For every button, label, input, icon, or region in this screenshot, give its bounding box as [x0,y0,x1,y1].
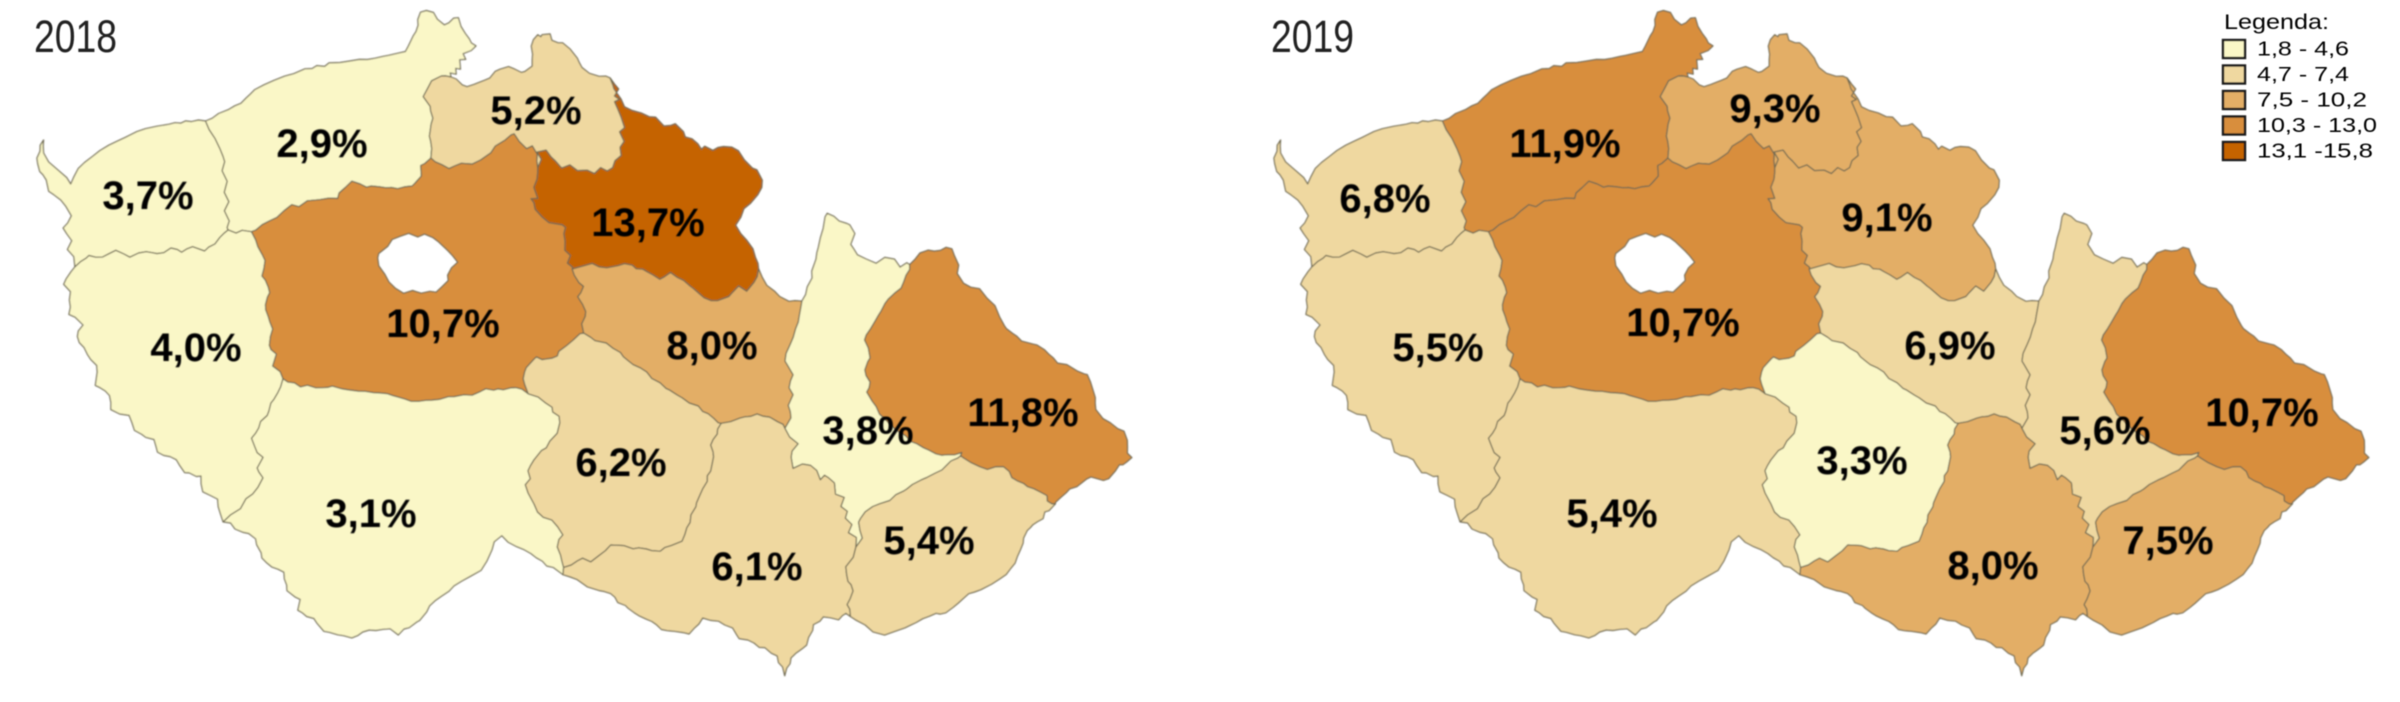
svg-text:5,2%: 5,2% [490,89,581,133]
svg-text:4,7 - 7,4: 4,7 - 7,4 [2257,64,2349,86]
svg-text:7,5%: 7,5% [2122,519,2213,563]
svg-text:1,8 - 4,6: 1,8 - 4,6 [2257,39,2349,61]
svg-text:6,9%: 6,9% [1904,324,1995,368]
svg-text:3,1%: 3,1% [325,492,416,536]
svg-text:5,4%: 5,4% [883,519,974,563]
svg-text:10,7%: 10,7% [2205,391,2318,435]
svg-text:11,8%: 11,8% [967,391,1078,435]
svg-text:13,1 -15,8: 13,1 -15,8 [2257,141,2373,163]
svg-text:2,9%: 2,9% [276,122,367,166]
svg-text:8,0%: 8,0% [666,324,757,368]
svg-text:3,3%: 3,3% [1816,439,1907,483]
svg-text:3,7%: 3,7% [102,174,193,218]
svg-text:Legenda:: Legenda: [2224,11,2329,34]
svg-text:6,8%: 6,8% [1339,177,1430,221]
svg-text:5,5%: 5,5% [1392,326,1483,370]
svg-text:5,6%: 5,6% [2059,409,2150,453]
svg-text:10,3 - 13,0: 10,3 - 13,0 [2257,115,2377,137]
svg-text:5,4%: 5,4% [1566,492,1657,536]
svg-text:7,5 - 10,2: 7,5 - 10,2 [2257,90,2367,112]
svg-text:6,1%: 6,1% [711,545,802,589]
svg-text:9,1%: 9,1% [1841,196,1932,240]
svg-text:13,7%: 13,7% [591,201,704,245]
svg-text:6,2%: 6,2% [575,441,666,485]
svg-text:3,8%: 3,8% [822,409,913,453]
svg-text:2019: 2019 [1271,11,1354,62]
svg-text:11,9%: 11,9% [1509,122,1620,166]
svg-text:9,3%: 9,3% [1729,87,1820,131]
svg-text:10,7%: 10,7% [1626,301,1739,345]
svg-text:4,0%: 4,0% [150,326,241,370]
svg-text:8,0%: 8,0% [1947,544,2038,588]
svg-text:10,7%: 10,7% [386,302,499,346]
svg-text:2018: 2018 [34,11,117,62]
